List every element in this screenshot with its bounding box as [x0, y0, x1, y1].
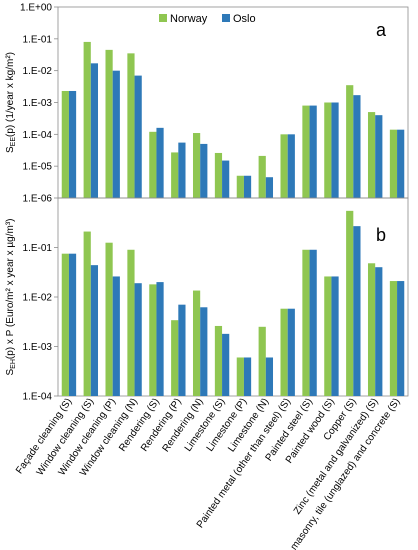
bar-b-norway [171, 320, 179, 396]
bar-a-oslo [375, 115, 383, 198]
panel-a-letter: a [376, 20, 387, 40]
bar-a-norway [149, 131, 157, 198]
bar-b-oslo [243, 357, 252, 396]
bar-a-oslo [134, 75, 142, 198]
bar-b-norway [83, 231, 91, 396]
bar-a-norway [214, 152, 223, 198]
bar-a-norway [258, 155, 266, 198]
panel-a-y-ticks: 1.E+00 1.E-01 1.E-02 1.E-03 1.E-04 1.E-05 1.E-… [20, 3, 58, 205]
bar-a-oslo [353, 95, 361, 198]
bar-b-norway [302, 249, 310, 396]
bar-a-oslo [68, 90, 77, 198]
bar-b-norway [214, 325, 223, 396]
bar-b-norway [280, 308, 288, 396]
panel-b-y-axis-label: SEH(p) x P (Euro/m² x year x µg/m³) [5, 218, 17, 375]
bar-b-oslo [397, 281, 405, 396]
bar-b-norway [389, 281, 398, 396]
bar-a-oslo [265, 177, 274, 198]
bar-b-norway [236, 357, 244, 396]
bar-a-norway [105, 49, 113, 199]
bar-b-oslo [112, 276, 120, 396]
bar-b-oslo [353, 226, 361, 396]
panel-b: 1.E-01 1.E-02 1.E-03 1.E-04 b SEH(p) x P (E… [5, 197, 409, 403]
bar-b-oslo [178, 304, 186, 396]
bar-a-oslo [90, 63, 99, 198]
bar-b-oslo [331, 276, 339, 396]
y-tick-label: 1.E-01 [23, 243, 53, 254]
y-tick-label: 1.E-03 [23, 342, 53, 353]
bar-b-norway [346, 210, 354, 396]
bar-a-norway [127, 53, 135, 198]
bar-b-oslo [200, 307, 208, 396]
y-tick-label: 1.E-01 [23, 34, 53, 45]
bar-a-norway [324, 102, 332, 198]
bar-a-norway [61, 90, 69, 198]
bar-a-oslo [243, 175, 252, 198]
bar-b-norway [149, 284, 157, 396]
legend-swatch-oslo [222, 14, 230, 22]
y-tick-label: 1.E-02 [23, 66, 53, 77]
legend-label-oslo: Oslo [233, 13, 256, 25]
bar-a-norway [236, 175, 244, 198]
bar-a-oslo [397, 129, 405, 198]
y-tick-label: 1.E-05 [23, 162, 53, 173]
bar-a-norway [83, 41, 91, 198]
bar-a-norway [346, 85, 354, 198]
legend-label-norway: Norway [170, 13, 208, 25]
bar-b-oslo [90, 265, 99, 396]
y-tick-label: 1.E-06 [23, 194, 53, 205]
bar-a-oslo [200, 143, 208, 198]
panel-b-bars [61, 210, 405, 396]
bar-a-norway [389, 129, 398, 198]
bar-b-oslo [265, 357, 274, 396]
bar-a-oslo [222, 160, 230, 198]
bar-a-oslo [112, 70, 120, 198]
panel-a-y-axis-label: SEE(p) (1/year x kg/m²) [5, 52, 17, 153]
bar-a-norway [171, 152, 179, 198]
bar-b-oslo [134, 283, 142, 396]
bar-a-norway [192, 133, 201, 198]
bar-a-norway [302, 105, 310, 198]
y-tick-label: 1.E-04 [23, 130, 53, 141]
bar-b-norway [61, 253, 69, 396]
legend-swatch-norway [159, 14, 167, 22]
bar-a-oslo [156, 127, 164, 198]
panel-a: 1.E+00 1.E-01 1.E-02 1.E-03 1.E-04 1.E-05 1.E-… [5, 3, 409, 205]
bar-b-oslo [68, 253, 77, 396]
bar-b-norway [105, 242, 113, 396]
bar-b-norway [192, 290, 201, 396]
bar-a-norway [280, 134, 288, 198]
bar-b-norway [127, 249, 135, 396]
panel-b-letter: b [376, 225, 386, 245]
bar-b-norway [367, 263, 376, 396]
bar-b-oslo [309, 249, 317, 396]
x-axis-category-labels: Façade cleaning (S)Window cleaning (S)Wi… [14, 396, 402, 550]
bar-a-oslo [309, 105, 317, 198]
panel-b-y-ticks: 1.E-01 1.E-02 1.E-03 1.E-04 [23, 243, 58, 403]
y-tick-label: 1.E-03 [23, 98, 53, 109]
bar-b-oslo [287, 308, 295, 396]
y-tick-label: 1.E-02 [23, 293, 53, 304]
y-tick-label: 1.E+00 [20, 3, 52, 14]
bar-b-oslo [222, 333, 230, 396]
bar-a-oslo [331, 102, 339, 198]
bar-a-oslo [178, 142, 186, 198]
bar-b-norway [258, 326, 266, 396]
bar-a-oslo [287, 134, 295, 198]
y-tick-label: 1.E-04 [23, 392, 53, 403]
bar-b-oslo [375, 267, 383, 396]
bar-a-norway [367, 112, 376, 198]
bar-b-oslo [156, 282, 164, 396]
legend: Norway Oslo [159, 13, 256, 25]
panel-a-bars [61, 41, 405, 199]
bar-b-norway [324, 276, 332, 396]
